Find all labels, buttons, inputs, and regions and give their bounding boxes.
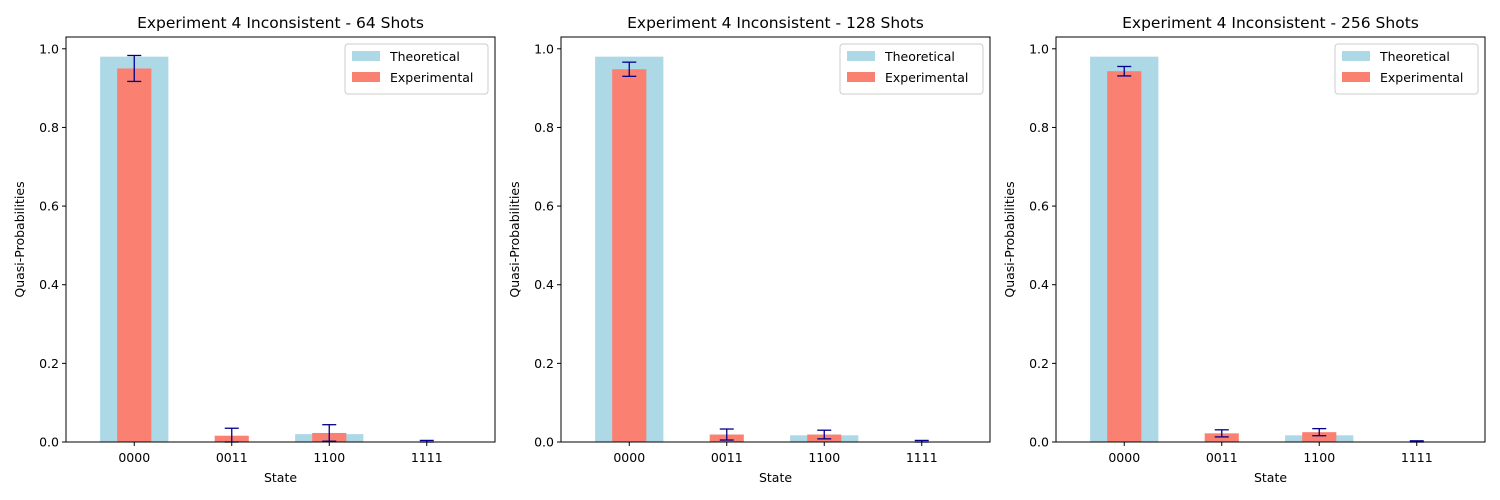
y-tick-label: 0.2: [534, 356, 554, 371]
y-axis-label: Quasi-Probabilities: [1002, 181, 1017, 297]
y-tick-label: 0.8: [534, 120, 554, 135]
chart-title: Experiment 4 Inconsistent - 128 Shots: [627, 14, 924, 32]
legend: Theoretical Experimental: [344, 43, 489, 95]
error-bar-0000: [1117, 65, 1132, 77]
y-tick-label: 1.0: [534, 41, 554, 56]
legend-label-experimental: Experimental: [390, 70, 473, 85]
chart-title: Experiment 4 Inconsistent - 64 Shots: [137, 14, 424, 32]
legend-swatch-experimental: [847, 72, 875, 82]
experimental-bar-0011: [1204, 433, 1239, 442]
error-bar-1100: [817, 429, 832, 440]
error-bar-0000: [127, 54, 142, 83]
x-tick-label: 0000: [118, 450, 150, 465]
legend-swatch-experimental: [352, 72, 380, 82]
experimental-bar-0000: [612, 69, 647, 442]
x-tick-label: 0011: [711, 450, 743, 465]
experimental-bar-0000: [117, 68, 152, 443]
legend-swatch-theoretical: [847, 51, 875, 61]
legend-box: [839, 43, 984, 95]
legend-swatch-theoretical: [352, 51, 380, 61]
legend-label-experimental: Experimental: [885, 70, 968, 85]
legend-label-theoretical: Theoretical: [389, 49, 460, 64]
error-bar-1100: [322, 424, 337, 442]
y-tick-label: 0.2: [39, 356, 59, 371]
chart-panel-2: 0.0 0.2 0.4 0.6 0.8 1.0 0000 0011 1100 1111 Experi…: [507, 14, 991, 485]
y-tick-label: 1.0: [39, 41, 59, 56]
chart-panel-3: 0.0 0.2 0.4 0.6 0.8 1.0 0000 0011 1100 1111 Experi…: [1002, 14, 1486, 485]
legend-box: [344, 43, 489, 95]
legend-swatch-theoretical: [1342, 51, 1370, 61]
y-axis-label: Quasi-Probabilities: [507, 181, 522, 297]
y-tick-label: 0.4: [1029, 277, 1049, 292]
legend-box: [1334, 43, 1479, 95]
y-tick-label: 1.0: [1029, 41, 1049, 56]
y-tick-label: 0.6: [1029, 199, 1049, 214]
axes-frame: [1055, 36, 1486, 443]
chart-panel-1: 0.0 0.2 0.4 0.6 0.8 1.0 0000 0011 1100 1111 Experi…: [12, 14, 496, 485]
x-axis-label: State: [759, 470, 792, 485]
x-tick-label: 1111: [906, 450, 938, 465]
y-tick-label: 0.4: [534, 277, 554, 292]
x-tick-label: 0011: [1206, 450, 1238, 465]
axes-frame: [65, 36, 496, 443]
y-axis-label: Quasi-Probabilities: [12, 181, 27, 297]
error-bar-0000: [622, 61, 637, 77]
y-tick-label: 0.0: [39, 435, 59, 450]
y-tick-label: 0.0: [1029, 435, 1049, 450]
y-tick-label: 0.4: [39, 277, 59, 292]
legend: Theoretical Experimental: [1334, 43, 1479, 95]
y-tick-label: 0.8: [39, 120, 59, 135]
y-tick-label: 0.6: [534, 199, 554, 214]
x-tick-label: 1111: [1401, 450, 1433, 465]
legend: Theoretical Experimental: [839, 43, 984, 95]
x-tick-label: 1100: [808, 450, 840, 465]
x-tick-label: 0000: [613, 450, 645, 465]
error-bar-0011: [719, 428, 734, 441]
experimental-bar-0000: [1107, 71, 1142, 442]
x-axis-label: State: [264, 470, 297, 485]
y-tick-label: 0.0: [534, 435, 554, 450]
y-tick-label: 0.8: [1029, 120, 1049, 135]
legend-label-theoretical: Theoretical: [1379, 49, 1450, 64]
axes-frame: [560, 36, 991, 443]
x-tick-label: 1111: [411, 450, 443, 465]
experimental-bar-1100: [1302, 432, 1337, 442]
x-tick-label: 0011: [216, 450, 248, 465]
chart-title: Experiment 4 Inconsistent - 256 Shots: [1122, 14, 1419, 32]
legend-label-experimental: Experimental: [1380, 70, 1463, 85]
x-tick-label: 1100: [1303, 450, 1335, 465]
error-bar-0011: [1214, 429, 1229, 438]
y-tick-label: 0.2: [1029, 356, 1049, 371]
x-tick-label: 1100: [313, 450, 345, 465]
legend-swatch-experimental: [1342, 72, 1370, 82]
x-tick-label: 0000: [1108, 450, 1140, 465]
y-tick-label: 0.6: [39, 199, 59, 214]
x-axis-label: State: [1254, 470, 1287, 485]
legend-label-theoretical: Theoretical: [884, 49, 955, 64]
error-bar-1100: [1312, 427, 1327, 437]
